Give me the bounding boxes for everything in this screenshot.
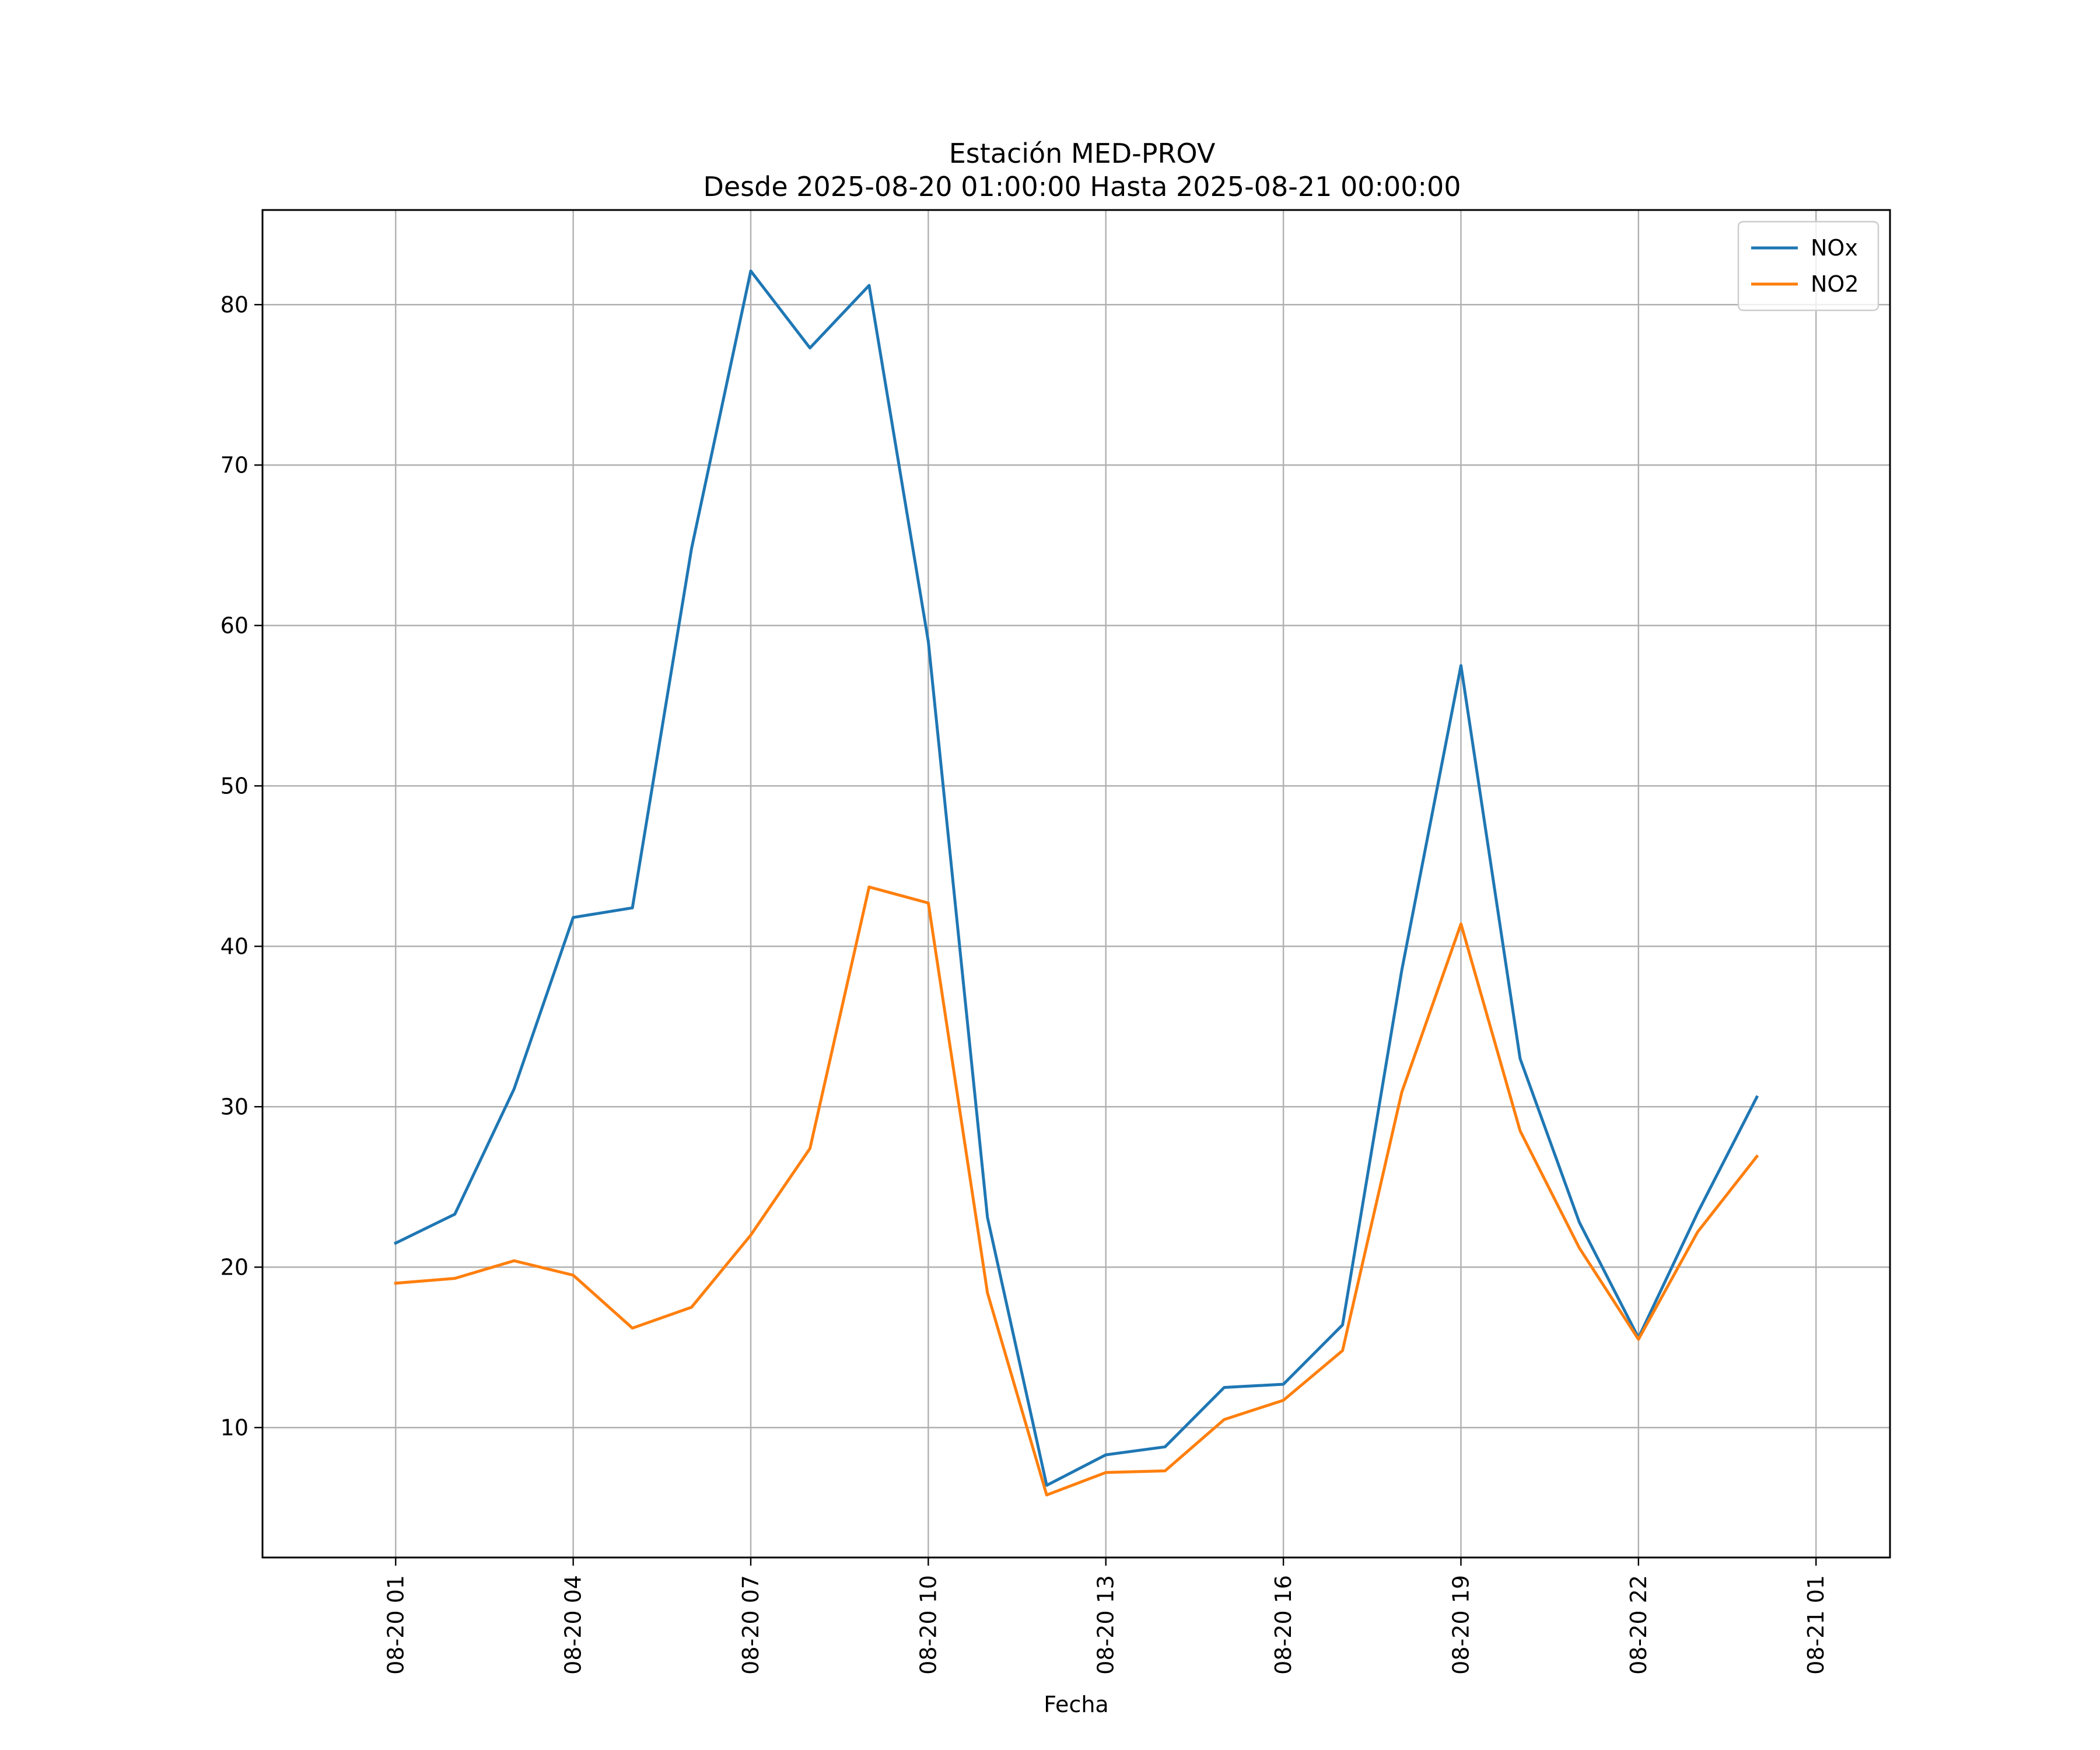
y-tick-label: 60 (220, 612, 249, 638)
y-axis: 10 20 30 40 50 60 70 80 (220, 292, 262, 1440)
y-tick-label: 50 (220, 773, 249, 799)
x-tick-label: 08-20 22 (1626, 1575, 1651, 1675)
plot-frame (261, 209, 1891, 1559)
chart-title: Estación MED-PROV (949, 138, 1216, 169)
y-tick-label: 40 (220, 933, 249, 959)
x-tick-label: 08-21 01 (1803, 1575, 1829, 1675)
legend-label: NO2 (1811, 271, 1859, 297)
x-axis: 08-20 01 08-20 04 08-20 07 08-20 10 08-20 13… (383, 1558, 1829, 1675)
y-tick-label: 80 (220, 292, 249, 317)
x-tick-label: 08-20 07 (738, 1575, 764, 1675)
x-tick-label: 08-20 16 (1270, 1575, 1296, 1675)
legend-box (1737, 220, 1880, 312)
legend-label: NOx (1811, 235, 1858, 261)
y-tick-label: 20 (220, 1254, 249, 1280)
series-line-nox (393, 270, 1759, 1487)
x-axis-label: Fecha (1044, 1692, 1108, 1717)
chart-subtitle: Desde 2025-08-20 01:00:00 Hasta 2025-08-… (703, 171, 1461, 202)
series-lines (393, 270, 1759, 1497)
x-tick-label: 08-20 04 (561, 1575, 586, 1675)
x-tick-label: 08-20 01 (383, 1575, 408, 1675)
legend: NOx NO2 (1737, 220, 1880, 312)
x-tick-label: 08-20 13 (1093, 1575, 1119, 1675)
y-tick-label: 70 (220, 452, 249, 478)
x-tick-label: 08-20 10 (915, 1575, 941, 1675)
grid (262, 210, 1890, 1558)
y-tick-label: 10 (220, 1415, 249, 1440)
x-tick-label: 08-20 19 (1448, 1575, 1474, 1675)
y-tick-label: 30 (220, 1094, 249, 1119)
series-line-no2 (394, 886, 1759, 1497)
